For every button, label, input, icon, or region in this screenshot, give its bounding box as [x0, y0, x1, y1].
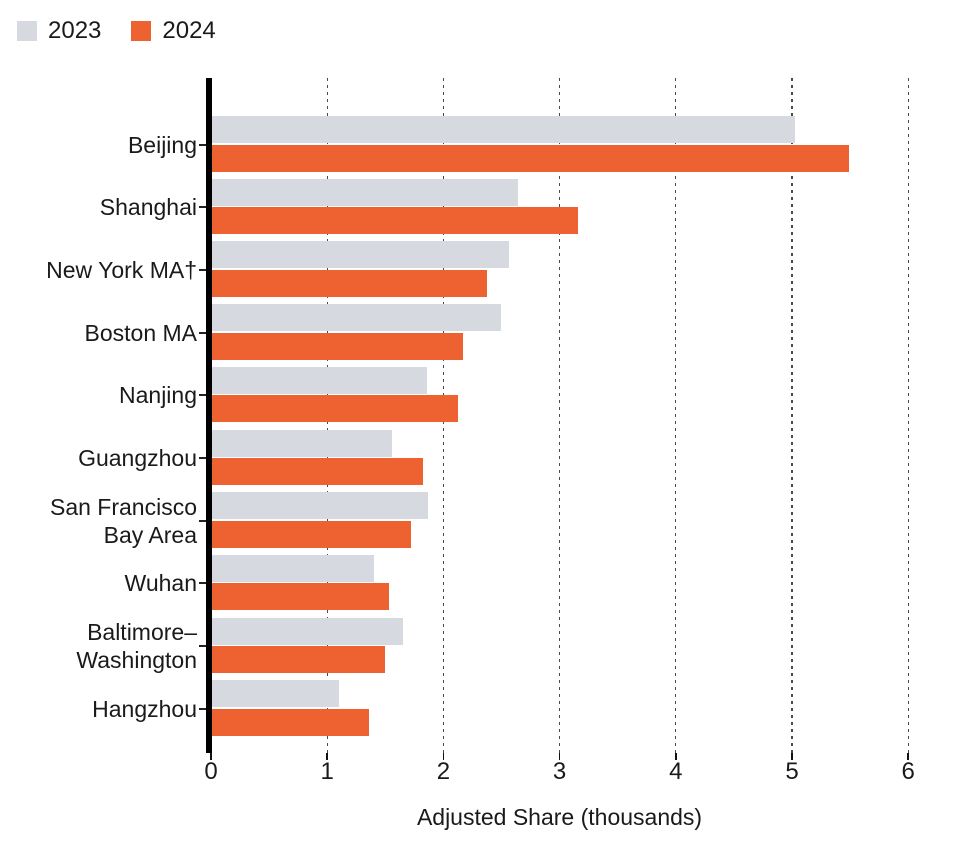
bar-2023-new-york-ma [212, 241, 510, 269]
y-tick-san-francisco-bay-area [199, 519, 206, 522]
gridline-4 [675, 78, 677, 753]
legend-swatch-2024 [131, 21, 152, 41]
x-tick-label-3: 3 [552, 758, 567, 785]
y-tick-wuhan [199, 582, 206, 585]
x-tick-label-4: 4 [669, 758, 683, 785]
y-tick-guangzhou [199, 457, 206, 459]
category-label-hangzhou: Hangzhou [92, 695, 197, 722]
y-tick-beijing [199, 143, 206, 146]
y-tick-nanjing [199, 394, 206, 397]
legend-swatch-2023 [17, 21, 37, 41]
x-tick-3 [558, 753, 561, 760]
x-tick-4 [675, 753, 677, 760]
x-tick-label-5: 5 [785, 758, 799, 785]
bar-2023-shanghai [212, 178, 518, 206]
x-tick-label-1: 1 [320, 758, 334, 785]
y-tick-new-york-ma [199, 268, 206, 271]
bar-2024-baltimore-washington [212, 646, 386, 674]
category-label-beijing: Beijing [127, 131, 197, 158]
x-tick-label-2: 2 [436, 758, 451, 785]
bar-2023-san-francisco-bay-area [212, 492, 429, 520]
legend-item-2024: 2024 [131, 17, 216, 45]
y-tick-hangzhou [199, 707, 206, 710]
legend-label-2024: 2024 [162, 17, 216, 44]
category-label-san-francisco-bay-area: San Francisco Bay Area [49, 493, 197, 548]
bar-2023-hangzhou [212, 680, 339, 708]
gridline-6 [907, 78, 909, 753]
bar-2024-new-york-ma [212, 269, 488, 297]
x-tick-2 [442, 753, 445, 760]
bar-2024-hangzhou [212, 708, 369, 736]
x-tick-label-0: 0 [204, 758, 218, 785]
x-tick-1 [326, 753, 328, 760]
bar-2024-wuhan [212, 583, 389, 611]
x-tick-5 [791, 753, 793, 760]
bar-2023-baltimore-washington [212, 617, 403, 645]
bar-2023-beijing [212, 116, 796, 143]
bar-2024-beijing [212, 144, 849, 172]
bar-2023-guangzhou [212, 429, 393, 457]
legend-item-2023: 2023 [17, 17, 101, 45]
y-axis-line [206, 78, 212, 753]
y-tick-boston-ma [199, 331, 206, 334]
category-label-shanghai: Shanghai [99, 194, 197, 221]
bar-2024-guangzhou [212, 458, 424, 485]
category-label-new-york-ma: New York MA† [46, 256, 197, 283]
x-tick-label-6: 6 [901, 758, 915, 785]
bar-2023-nanjing [212, 366, 427, 394]
category-label-guangzhou: Guangzhou [78, 445, 197, 471]
category-label-nanjing: Nanjing [119, 382, 197, 409]
plot-area: Adjusted Share (thousands) 0 1 2 3 4 5 6 Beijin… [46, 78, 943, 830]
x-axis-title: Adjusted Share (thousands) [416, 804, 703, 830]
bar-2023-boston-ma [212, 304, 502, 332]
gridline-3 [559, 78, 561, 753]
bar-2024-boston-ma [212, 332, 463, 360]
category-label-boston-ma: Boston MA [84, 319, 198, 346]
legend: 2023 2024 [17, 17, 216, 45]
bar-2024-san-francisco-bay-area [212, 520, 411, 548]
bar-2024-nanjing [212, 395, 459, 423]
gridline-5 [791, 78, 793, 753]
y-tick-shanghai [199, 206, 206, 209]
bar-2023-wuhan [212, 554, 374, 582]
y-tick-baltimore-washington [199, 645, 206, 648]
bar-2024-shanghai [212, 207, 579, 235]
legend-label-2023: 2023 [48, 17, 102, 44]
x-tick-6 [907, 753, 909, 760]
category-label-wuhan: Wuhan [124, 570, 197, 597]
x-tick-0 [210, 753, 212, 760]
category-label-baltimore-washington: Baltimore– Washington [76, 619, 197, 674]
